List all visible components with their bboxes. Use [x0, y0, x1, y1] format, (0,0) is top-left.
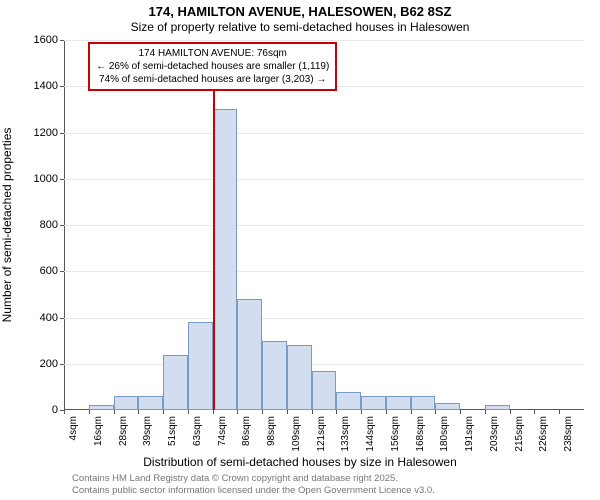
title-line2: Size of property relative to semi-detach…	[0, 20, 600, 34]
histogram-bar	[114, 396, 139, 410]
histogram-bar	[485, 405, 510, 410]
callout-box: 174 HAMILTON AVENUE: 76sqm← 26% of semi-…	[88, 42, 337, 91]
xtick-mark	[559, 410, 560, 414]
histogram-bar	[188, 322, 213, 410]
callout-line: ← 26% of semi-detached houses are smalle…	[96, 60, 329, 73]
y-axis-label: Number of semi-detached properties	[0, 128, 14, 323]
xtick-mark	[287, 410, 288, 414]
ytick-mark	[60, 364, 64, 365]
xtick-mark	[336, 410, 337, 414]
gridline	[64, 40, 584, 41]
xtick-label: 203sqm	[489, 416, 500, 452]
xtick-mark	[114, 410, 115, 414]
xtick-label: 51sqm	[167, 416, 178, 446]
ytick-mark	[60, 40, 64, 41]
histogram-bar	[138, 396, 163, 410]
x-axis-label: Distribution of semi-detached houses by …	[0, 455, 600, 469]
xtick-label: 86sqm	[241, 416, 252, 446]
xtick-mark	[435, 410, 436, 414]
xtick-mark	[262, 410, 263, 414]
histogram-bar	[262, 341, 287, 410]
xtick-label: 215sqm	[514, 416, 525, 452]
xtick-mark	[485, 410, 486, 414]
xtick-label: 74sqm	[217, 416, 228, 446]
ytick-label: 400	[40, 312, 58, 324]
xtick-mark	[361, 410, 362, 414]
xtick-label: 109sqm	[291, 416, 302, 452]
ytick-mark	[60, 86, 64, 87]
histogram-bar	[213, 109, 238, 410]
xtick-label: 63sqm	[192, 416, 203, 446]
gridline	[64, 225, 584, 226]
ytick-mark	[60, 271, 64, 272]
xtick-mark	[237, 410, 238, 414]
callout-line: 174 HAMILTON AVENUE: 76sqm	[96, 47, 329, 60]
xtick-mark	[312, 410, 313, 414]
histogram-bar	[163, 355, 188, 411]
gridline	[64, 364, 584, 365]
footer-line1: Contains HM Land Registry data © Crown c…	[72, 473, 398, 484]
callout-line: 74% of semi-detached houses are larger (…	[96, 73, 329, 86]
xtick-label: 168sqm	[415, 416, 426, 452]
xtick-label: 98sqm	[266, 416, 277, 446]
histogram-bar	[89, 405, 114, 410]
xtick-mark	[64, 410, 65, 414]
xtick-label: 28sqm	[118, 416, 129, 446]
title-line1: 174, HAMILTON AVENUE, HALESOWEN, B62 8SZ	[0, 4, 600, 19]
histogram-bar	[411, 396, 436, 410]
gridline	[64, 133, 584, 134]
xtick-mark	[460, 410, 461, 414]
ytick-label: 600	[40, 265, 58, 277]
ytick-label: 0	[52, 404, 58, 416]
xtick-mark	[188, 410, 189, 414]
ytick-mark	[60, 225, 64, 226]
ytick-label: 800	[40, 219, 58, 231]
histogram-bar	[312, 371, 337, 410]
reference-line	[213, 86, 215, 410]
xtick-label: 238sqm	[563, 416, 574, 452]
xtick-label: 180sqm	[439, 416, 450, 452]
xtick-mark	[89, 410, 90, 414]
xtick-mark	[386, 410, 387, 414]
histogram-bar	[336, 392, 361, 411]
ytick-label: 1400	[34, 80, 58, 92]
xtick-label: 121sqm	[316, 416, 327, 452]
xtick-mark	[510, 410, 511, 414]
xtick-mark	[411, 410, 412, 414]
gridline	[64, 318, 584, 319]
xtick-mark	[534, 410, 535, 414]
ytick-label: 200	[40, 358, 58, 370]
xtick-label: 133sqm	[340, 416, 351, 452]
xtick-label: 156sqm	[390, 416, 401, 452]
chart-container: 174, HAMILTON AVENUE, HALESOWEN, B62 8SZ…	[0, 0, 600, 500]
gridline	[64, 271, 584, 272]
xtick-mark	[163, 410, 164, 414]
ytick-label: 1600	[34, 34, 58, 46]
histogram-bar	[386, 396, 411, 410]
footer-line2: Contains public sector information licen…	[72, 485, 435, 496]
ytick-label: 1200	[34, 127, 58, 139]
xtick-label: 226sqm	[538, 416, 549, 452]
xtick-label: 39sqm	[142, 416, 153, 446]
plot-area: 174 HAMILTON AVENUE: 76sqm← 26% of semi-…	[64, 40, 584, 410]
xtick-mark	[213, 410, 214, 414]
xtick-mark	[138, 410, 139, 414]
histogram-bar	[361, 396, 386, 410]
ytick-label: 1000	[34, 173, 58, 185]
ytick-mark	[60, 318, 64, 319]
histogram-bar	[287, 345, 312, 410]
xtick-label: 191sqm	[464, 416, 475, 452]
xtick-label: 4sqm	[68, 416, 79, 440]
ytick-mark	[60, 133, 64, 134]
xtick-label: 16sqm	[93, 416, 104, 446]
histogram-bar	[237, 299, 262, 410]
gridline	[64, 179, 584, 180]
histogram-bar	[435, 403, 460, 410]
ytick-mark	[60, 179, 64, 180]
xtick-label: 144sqm	[365, 416, 376, 452]
